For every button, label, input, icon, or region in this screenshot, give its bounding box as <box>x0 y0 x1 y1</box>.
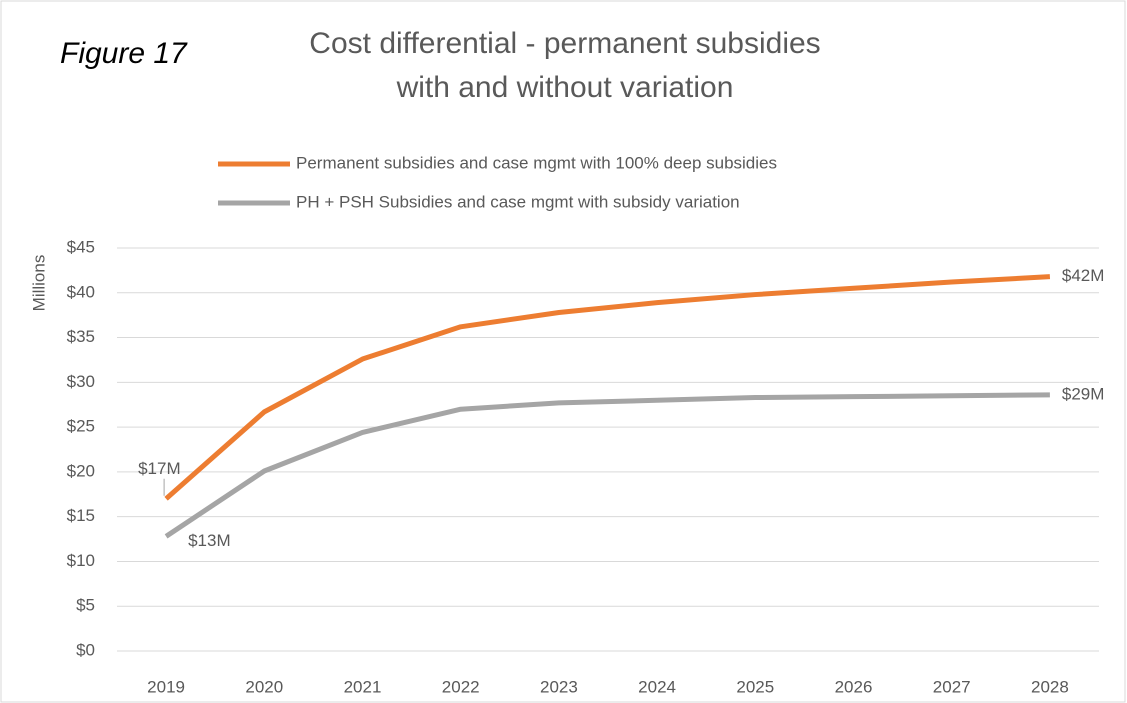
x-tick-label: 2024 <box>638 677 676 696</box>
y-tick-label: $30 <box>67 372 95 391</box>
chart-title: Cost differential - permanent subsidies <box>309 27 820 60</box>
x-tick-label: 2021 <box>344 677 382 696</box>
y-tick-label: $20 <box>67 461 95 480</box>
series-line <box>164 274 1051 501</box>
x-tick-label: 2023 <box>540 677 578 696</box>
chart-title: with and without variation <box>396 71 734 104</box>
x-tick-label: 2022 <box>442 677 480 696</box>
data-label: $17M <box>138 459 181 478</box>
x-tick-label: 2028 <box>1031 677 1069 696</box>
data-label: $42M <box>1062 266 1105 285</box>
y-axis-label: Millions <box>29 255 48 312</box>
legend-label: PH + PSH Subsidies and case mgmt with su… <box>296 192 740 211</box>
x-tick-label: 2026 <box>835 677 873 696</box>
data-label: $13M <box>188 531 231 550</box>
y-tick-label: $5 <box>76 596 95 615</box>
y-tick-label: $35 <box>67 327 95 346</box>
y-tick-label: $40 <box>67 282 95 301</box>
y-tick-label: $45 <box>67 237 95 256</box>
y-tick-label: $10 <box>67 551 95 570</box>
y-tick-label: $0 <box>76 640 95 659</box>
x-tick-label: 2025 <box>736 677 774 696</box>
x-tick-label: 2019 <box>147 677 185 696</box>
y-tick-label: $25 <box>67 417 95 436</box>
x-tick-label: 2020 <box>245 677 283 696</box>
y-tick-label: $15 <box>67 506 95 525</box>
legend-label: Permanent subsidies and case mgmt with 1… <box>296 153 777 172</box>
figure-label: Figure 17 <box>60 37 188 70</box>
series-line <box>164 392 1050 539</box>
x-tick-label: 2027 <box>933 677 971 696</box>
data-label: $29M <box>1062 384 1105 403</box>
